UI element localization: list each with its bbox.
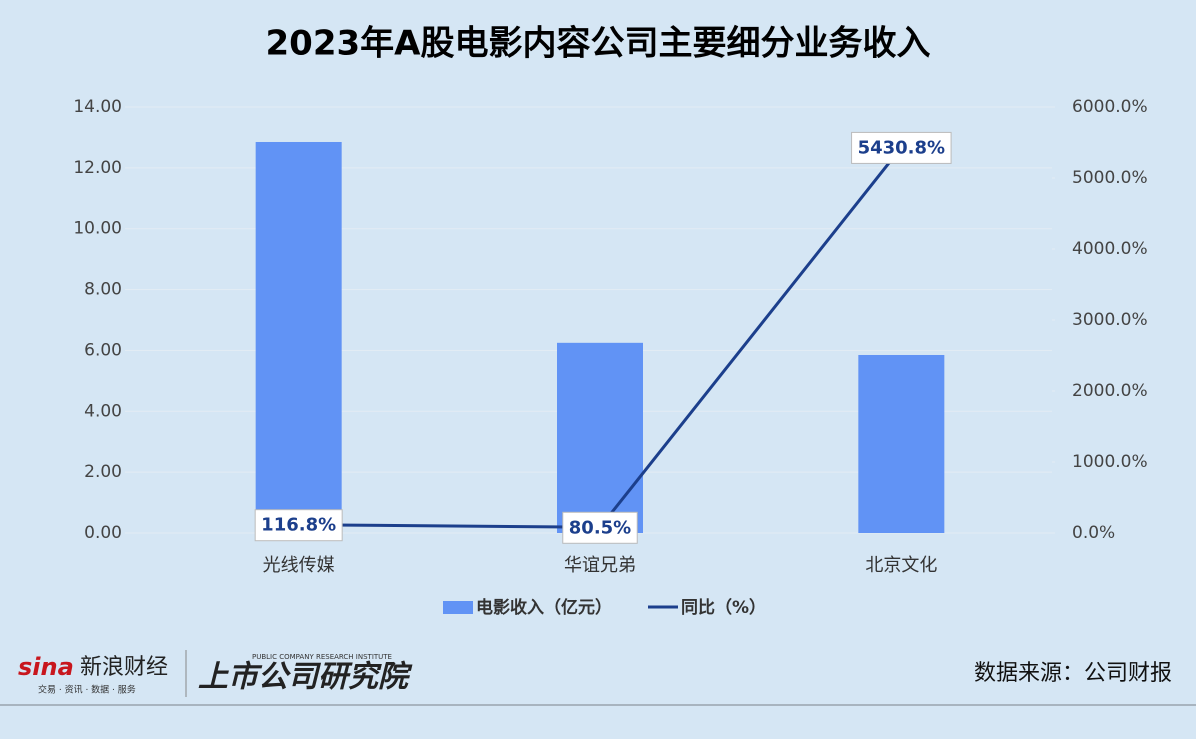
x-tick-label: 华谊兄弟: [564, 555, 636, 576]
data-label-box: [562, 511, 638, 544]
y2-tick-label: 3000.0%: [1072, 310, 1148, 330]
data-label: 80.5%: [569, 517, 631, 538]
y-tick-label: 4.00: [84, 401, 122, 421]
y-tick-label: 8.00: [84, 280, 122, 300]
y-tick-label: 0.00: [84, 523, 122, 543]
bar: [557, 342, 643, 533]
data-label-group: 80.5%: [562, 511, 638, 544]
y2-tick-label: 1000.0%: [1072, 452, 1148, 472]
y-tick-label: 12.00: [73, 158, 122, 178]
y-tick-label: 14.00: [73, 97, 122, 117]
y2-tick-label: 2000.0%: [1072, 381, 1148, 401]
brand-tagline: 交易 · 资讯 · 数据 · 服务: [38, 684, 136, 696]
chart-title: 2023年A股电影内容公司主要细分业务收入: [266, 24, 931, 64]
source-note: 数据来源：公司财报: [974, 661, 1172, 686]
x-tick-label: 光线传媒: [263, 555, 335, 576]
data-label-group: 5430.8%: [851, 131, 952, 164]
legend-label: 同比（%）: [681, 597, 766, 618]
y-tick-label: 10.00: [73, 219, 122, 239]
brand-logo: sina: [18, 653, 74, 681]
data-label-group: 116.8%: [254, 509, 343, 542]
data-label-box: [851, 131, 952, 164]
data-label: 116.8%: [261, 515, 336, 536]
y2-tick-label: 4000.0%: [1072, 239, 1148, 259]
y-tick-label: 2.00: [84, 462, 122, 482]
institute-en: PUBLIC COMPANY RESEARCH INSTITUTE: [252, 653, 392, 661]
bar: [858, 354, 945, 533]
bar: [255, 141, 342, 533]
institute-name: 上市公司研究院: [198, 660, 413, 695]
y2-tick-label: 6000.0%: [1072, 97, 1148, 117]
y2-tick-label: 0.0%: [1072, 523, 1115, 543]
x-tick-label: 北京文化: [865, 555, 937, 576]
legend-swatch: [443, 601, 473, 614]
legend-label: 电影收入（亿元）: [476, 597, 612, 618]
brand-name: 新浪财经: [80, 655, 168, 680]
data-label-box: [254, 509, 343, 542]
y2-tick-label: 5000.0%: [1072, 168, 1148, 188]
y-tick-label: 6.00: [84, 340, 122, 360]
data-label: 5430.8%: [858, 137, 946, 158]
